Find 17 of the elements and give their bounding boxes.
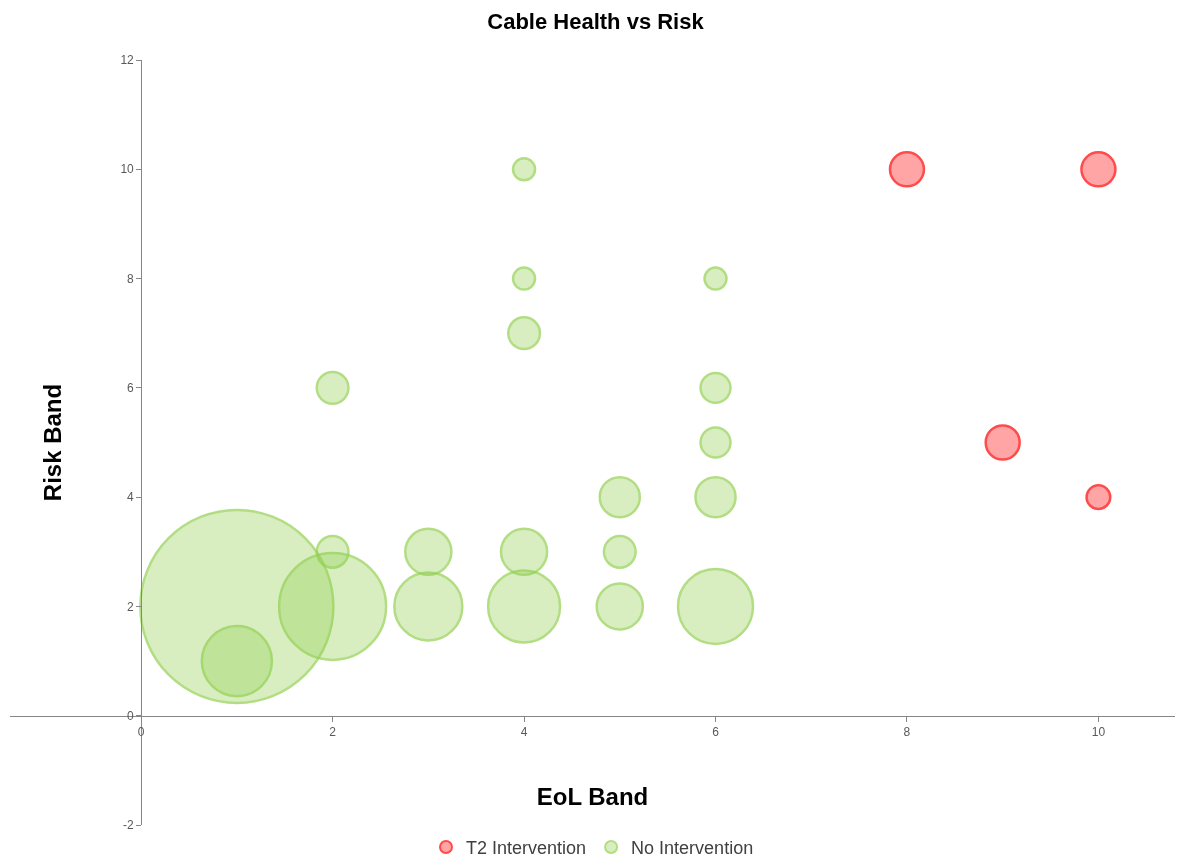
- y-tick-label: 12: [120, 53, 135, 68]
- y-tick-label: 8: [127, 271, 135, 286]
- y-tick-label: 10: [120, 162, 135, 177]
- x-tick-label: 10: [1091, 725, 1106, 740]
- x-axis-title: EoL Band: [536, 783, 649, 811]
- legend-label: T2 Intervention: [466, 838, 587, 859]
- x-tick-label: 2: [329, 725, 337, 740]
- x-tick-label: 8: [903, 725, 911, 740]
- y-axis-title: Risk Band: [39, 383, 67, 502]
- y-tick-label: -2: [123, 818, 135, 833]
- y-tick-label: 4: [127, 490, 135, 505]
- y-tick-label: 2: [127, 599, 135, 614]
- x-tick-label: 4: [520, 725, 528, 740]
- legend-label: No Intervention: [631, 838, 754, 859]
- chart-title: Cable Health vs Risk: [487, 9, 705, 35]
- x-tick-label: 6: [712, 725, 720, 740]
- y-tick-label: 6: [127, 381, 135, 396]
